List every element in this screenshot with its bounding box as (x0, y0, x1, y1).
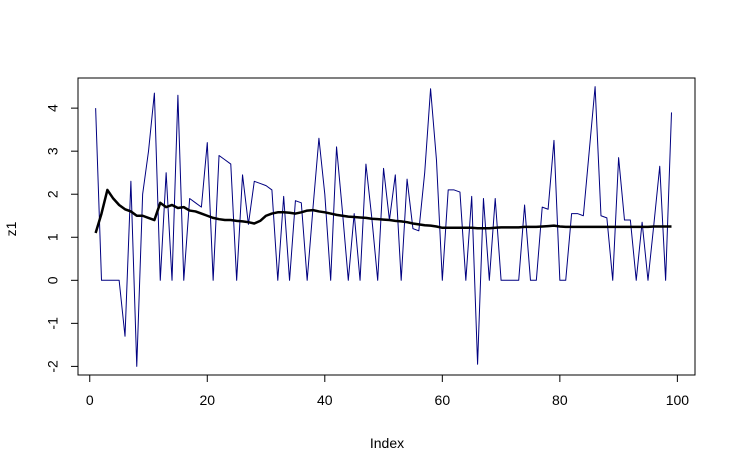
x-tick-label: 80 (552, 392, 568, 408)
series-line-1 (94, 188, 672, 234)
y-tick-label: -1 (45, 317, 61, 330)
y-tick-label: 4 (45, 104, 61, 112)
x-tick-label: 40 (317, 392, 333, 408)
y-tick-label: 1 (45, 233, 61, 241)
x-tick-label: 20 (199, 392, 215, 408)
series-layer (94, 86, 672, 367)
x-tick-label: 0 (86, 392, 94, 408)
x-axis: 0 20 40 60 80 100 (86, 374, 690, 408)
y-axis-label: z1 (3, 221, 19, 236)
x-tick-label: 100 (666, 392, 690, 408)
y-tick-label: 2 (45, 190, 61, 198)
y-tick-label: -2 (45, 360, 61, 373)
series-line-0 (95, 86, 672, 367)
y-axis: -2 -1 0 1 2 3 4 (45, 104, 79, 373)
x-tick-label: 60 (435, 392, 451, 408)
x-axis-label: Index (370, 435, 404, 451)
y-tick-label: 3 (45, 147, 61, 155)
y-tick-label: 0 (45, 276, 61, 284)
